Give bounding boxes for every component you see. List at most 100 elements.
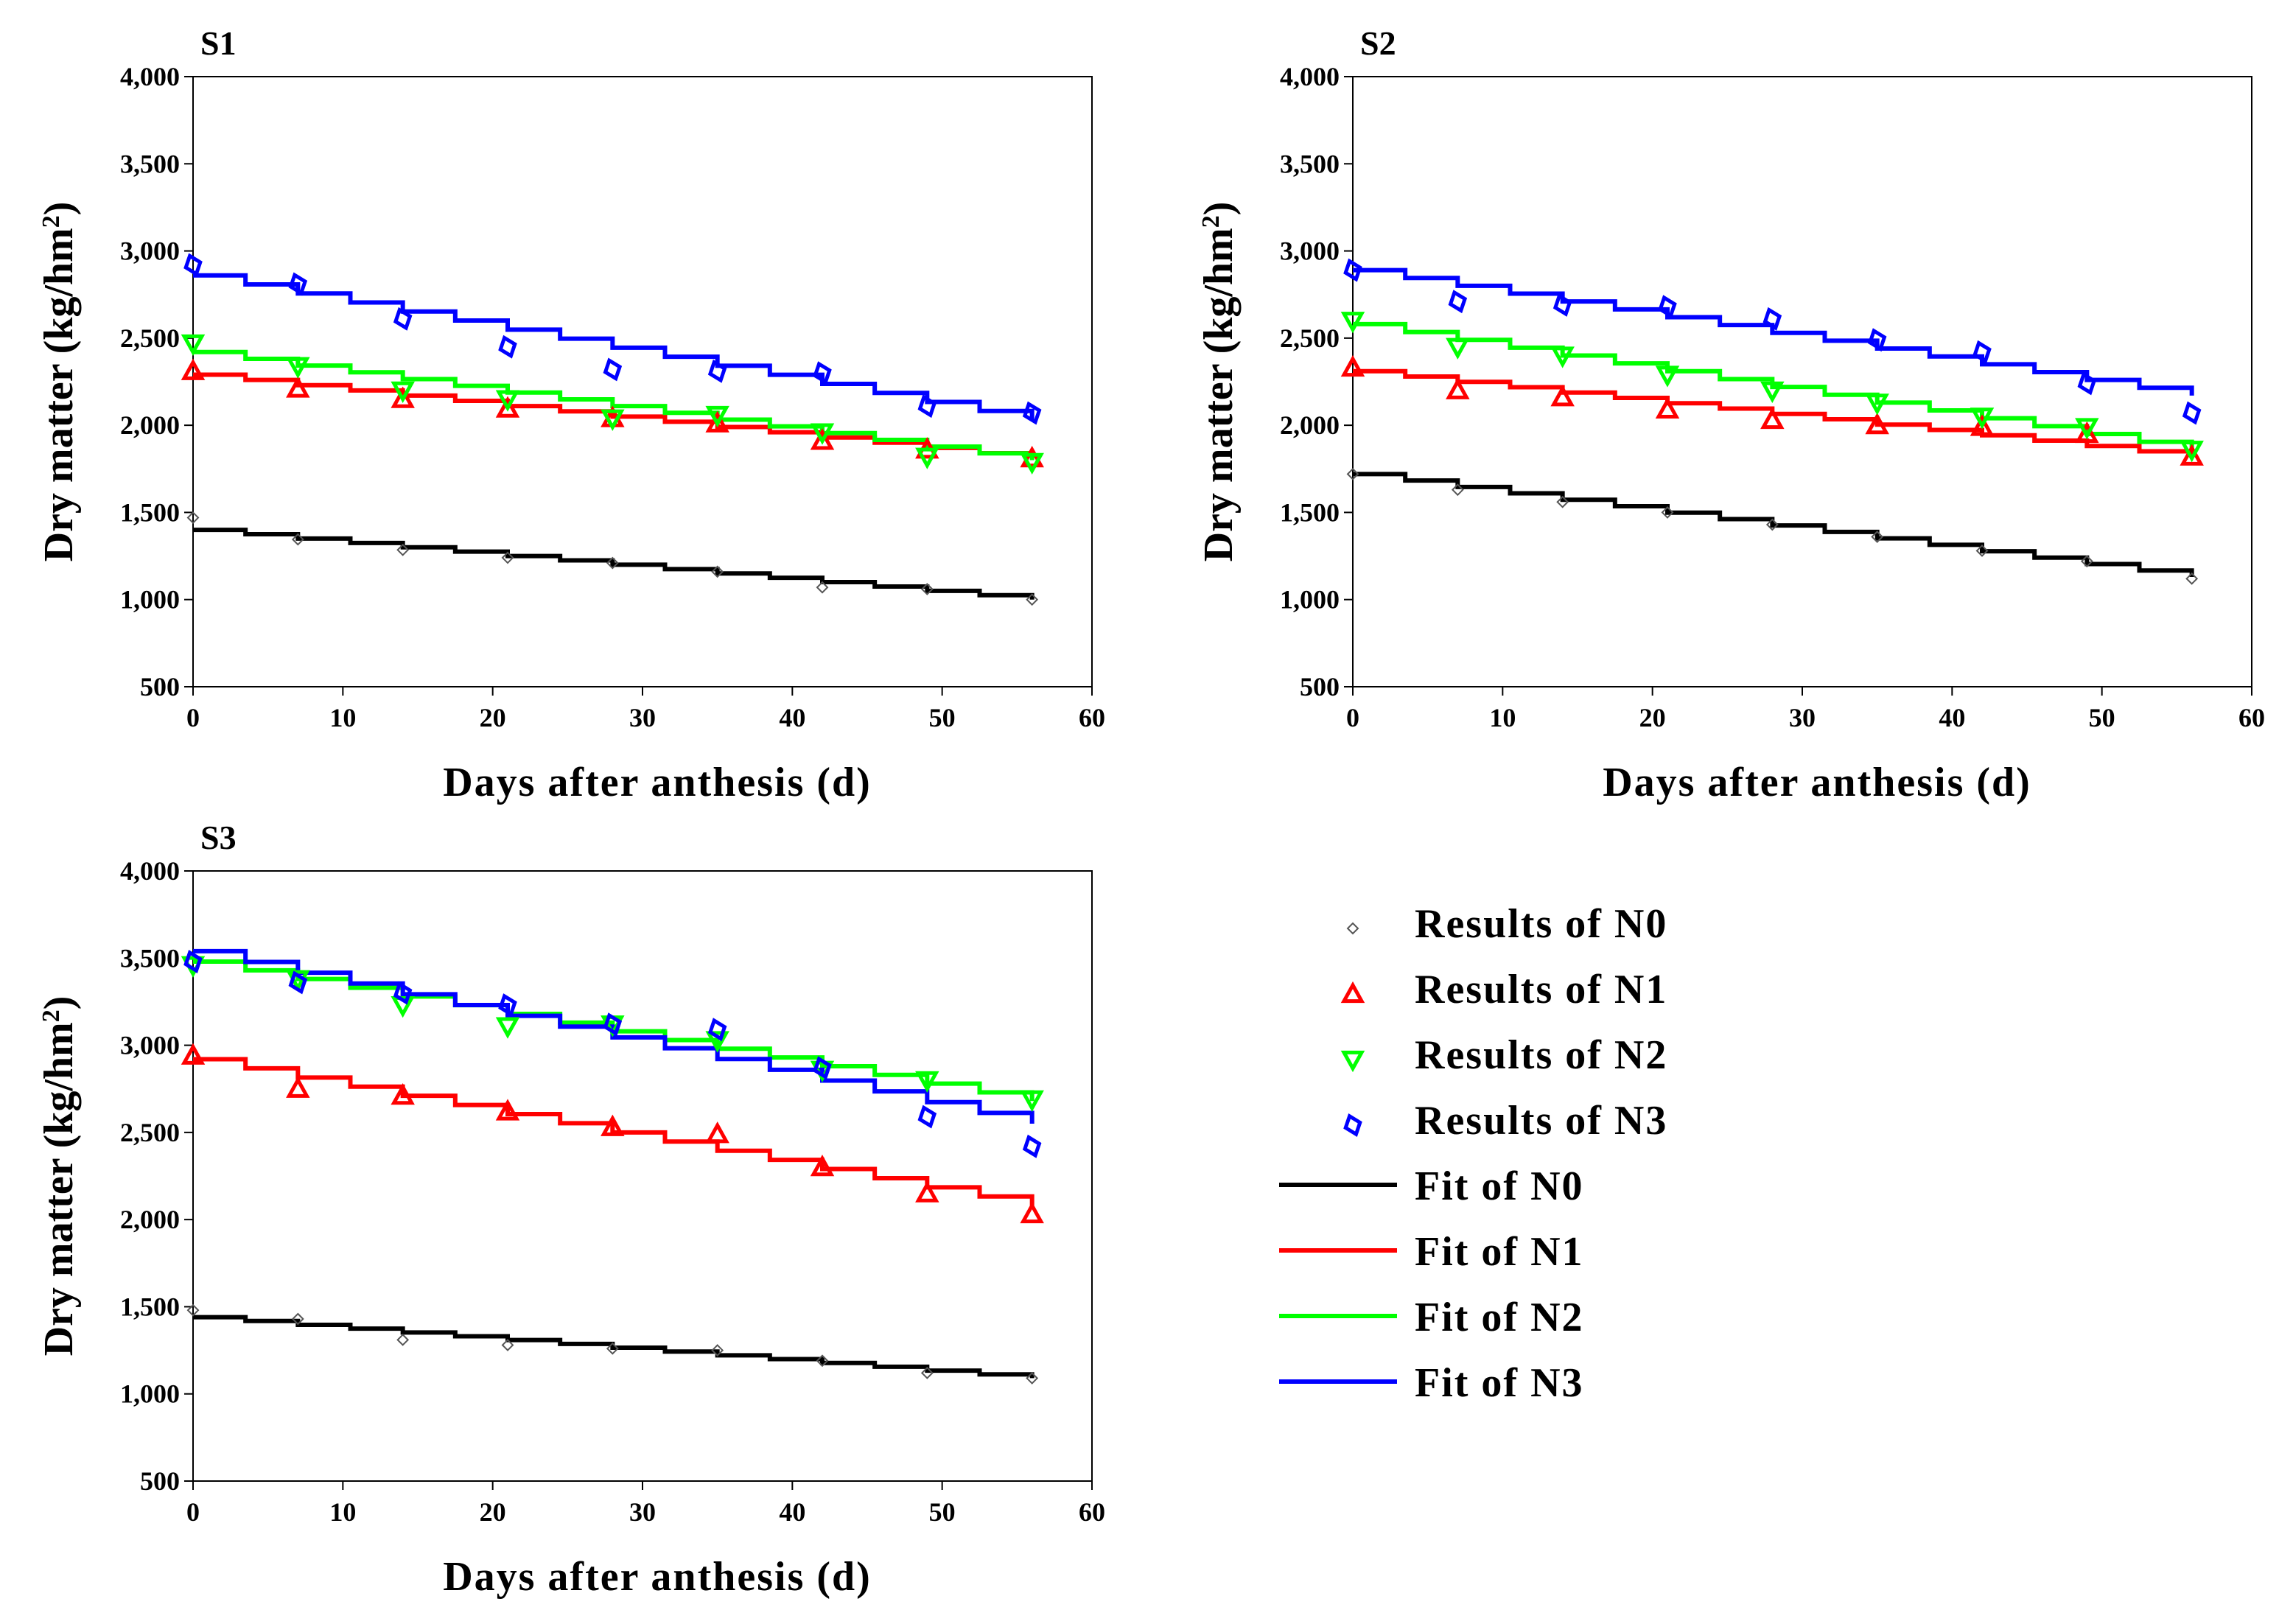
marker-n1 [495, 1099, 520, 1121]
chart-panel-s3: 500 1,000 1,500 2,000 2,500 3,000 3,500 4,000 0 1… [36, 819, 1105, 1600]
marker-n3 [1552, 293, 1572, 317]
fit-line-n2 [1353, 321, 2194, 450]
legend-item-marker-n2: Results of N2 [1340, 1032, 1667, 1078]
marker-n1 [181, 1043, 206, 1065]
marker-n2 [915, 447, 939, 469]
marker-n3 [603, 1012, 623, 1037]
marker-n3 [707, 1018, 727, 1042]
legend-label: Fit of N2 [1415, 1295, 1584, 1340]
marker-n1 [181, 358, 206, 380]
marker-n3 [917, 394, 937, 419]
y-axis-title: Dry matter (kg/hm2) [36, 202, 82, 562]
y-tick-label: 2,500 [120, 1118, 180, 1147]
y-tick-label: 4,000 [1280, 62, 1340, 91]
marker-n2 [601, 409, 625, 431]
marker-n3 [1867, 328, 1887, 352]
marker-n1 [1550, 385, 1575, 407]
legend-item-line-n2: Fit of N2 [1279, 1295, 1584, 1340]
marker-n1 [1970, 414, 1995, 436]
x-axis-title: Days after anthesis (d) [443, 760, 872, 805]
chart-panel-s2: 500 1,000 1,500 2,000 2,500 3,000 3,500 4,000 0 1… [1196, 24, 2265, 805]
marker-n3 [393, 981, 413, 1005]
marker-n0 [1026, 1372, 1039, 1385]
panel-label: S3 [200, 819, 237, 856]
marker-n1 [1865, 412, 1889, 435]
fit-line-n1 [193, 372, 1035, 459]
marker-n3 [2182, 401, 2202, 425]
legend-label: Results of N2 [1415, 1032, 1667, 1078]
marker-n0 [1346, 467, 1359, 480]
marker-n0 [501, 1339, 514, 1351]
legend-item-marker-n3: Results of N3 [1343, 1098, 1666, 1144]
y-tick-label: 3,000 [120, 237, 180, 266]
x-tick-label: 50 [929, 703, 956, 732]
marker-n2 [1020, 1090, 1044, 1113]
marker-n3 [1658, 295, 1677, 319]
marker-n1 [1340, 354, 1365, 377]
x-tick-label: 30 [629, 703, 656, 732]
y-tick-label: 2,000 [120, 1205, 180, 1234]
marker-n3 [288, 970, 308, 995]
marker-n1 [705, 1121, 729, 1144]
fit-line-n0 [193, 1315, 1035, 1379]
marker-n0 [1556, 495, 1569, 508]
legend-label: Fit of N1 [1415, 1229, 1584, 1275]
marker-n1 [391, 386, 415, 408]
marker-n0 [1451, 483, 1464, 497]
plot-frame [192, 76, 1093, 687]
x-tick-label: 0 [186, 703, 200, 732]
marker-n0 [291, 1312, 304, 1326]
legend-label: Results of N0 [1415, 901, 1667, 947]
marker-n2 [1655, 365, 1680, 388]
x-axis-title: Days after anthesis (d) [1603, 760, 2031, 805]
marker-n2 [495, 390, 520, 412]
legend-label: Fit of N0 [1415, 1163, 1584, 1209]
legend-symbol [1340, 1050, 1365, 1073]
fit-line-n3 [1353, 267, 2194, 396]
fit-line-n1 [193, 1057, 1035, 1206]
marker-n1 [1446, 377, 1470, 399]
marker-n0 [606, 1342, 619, 1355]
chart-panel-s1: 500 1,000 1,500 2,000 2,500 3,000 3,500 4,000 0 1… [36, 24, 1105, 805]
x-tick-label: 20 [480, 1497, 506, 1527]
marker-n1 [286, 376, 310, 398]
marker-n0 [396, 1333, 410, 1346]
marker-n2 [1865, 393, 1889, 416]
marker-n0 [186, 511, 200, 524]
marker-n2 [495, 1017, 520, 1039]
x-tick-label: 30 [1789, 703, 1816, 732]
y-axis-title: Dry matter (kg/hm2) [1196, 202, 1242, 562]
y-tick-label: 4,000 [120, 856, 180, 886]
marker-n3 [1972, 340, 1992, 364]
x-tick-label: 10 [329, 703, 356, 732]
marker-n2 [1340, 312, 1365, 334]
y-tick-label: 3,500 [1280, 149, 1340, 178]
marker-n3 [393, 307, 413, 331]
marker-n0 [711, 1344, 724, 1357]
marker-n0 [920, 1366, 934, 1379]
marker-n2 [1970, 407, 1995, 430]
fit-line-n0 [193, 528, 1035, 600]
y-axis-title-main: Dry matter (kg/hm [36, 228, 82, 561]
y-axis-title-main: Dry matter (kg/hm [1196, 228, 1242, 561]
y-tick-label: 3,500 [120, 149, 180, 178]
y-tick-label: 2,500 [120, 323, 180, 353]
y-axis-title-close: ) [1196, 202, 1242, 216]
marker-n1 [601, 1114, 625, 1136]
y-tick-label: 1,500 [120, 497, 180, 527]
marker-n1 [495, 396, 520, 418]
marker-n0 [1765, 518, 1779, 531]
marker-n3 [498, 993, 517, 1018]
legend-symbol [1340, 981, 1365, 1004]
marker-n0 [816, 1354, 829, 1368]
marker-n3 [1022, 401, 1042, 425]
legend-item-line-n0: Fit of N0 [1279, 1163, 1584, 1209]
y-tick-label: 1,500 [120, 1292, 180, 1321]
y-tick-label: 2,500 [1280, 323, 1340, 353]
marker-n0 [291, 533, 304, 546]
legend-symbol [1343, 1113, 1362, 1137]
legend-label: Results of N1 [1415, 967, 1667, 1012]
marker-n1 [2180, 444, 2204, 466]
marker-n0 [1026, 593, 1039, 606]
marker-n1 [391, 1083, 415, 1105]
